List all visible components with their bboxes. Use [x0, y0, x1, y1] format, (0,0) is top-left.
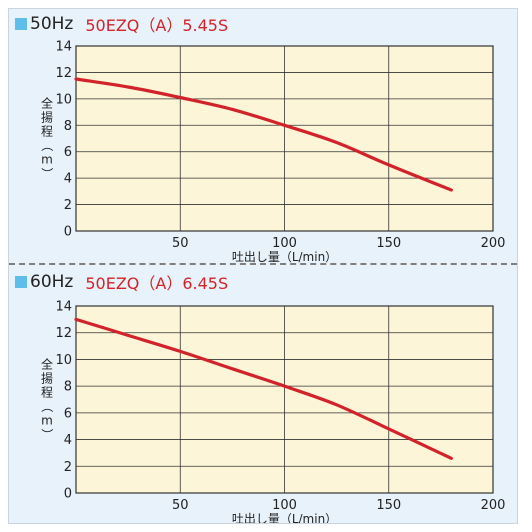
y-tick-label: 8: [64, 380, 72, 395]
y-axis-label-char: 揚: [41, 372, 53, 386]
y-axis-label-char: 程: [41, 385, 53, 400]
model-label: 50EZQ（A）6.45S: [85, 274, 229, 293]
square-marker-icon: [15, 18, 27, 30]
y-tick-label: 6: [64, 145, 72, 160]
y-tick-label: 0: [64, 487, 72, 502]
y-tick-label: 4: [64, 433, 72, 448]
y-axis-label-char: m: [41, 414, 53, 428]
x-tick-label: 200: [481, 498, 506, 513]
y-tick-label: 8: [64, 119, 72, 134]
y-axis-label-char: 程: [41, 124, 53, 139]
square-marker-icon: [15, 276, 27, 288]
x-axis-label: 吐出し量（L/min）: [232, 250, 337, 263]
y-axis-label-char: m: [41, 153, 53, 167]
frequency-label: 60Hz: [30, 272, 74, 292]
panel-60hz: 60Hz 50EZQ（A）6.45S 0 2 4 6 8 10 12 14 50 100 150 20…: [9, 271, 517, 523]
x-tick-label: 150: [376, 236, 401, 251]
y-tick-label: 0: [64, 225, 72, 240]
x-tick-label: 150: [376, 498, 401, 513]
y-axis-label-char: 全: [41, 96, 53, 111]
y-axis-label-char: 揚: [41, 111, 53, 125]
section-divider: [9, 263, 517, 265]
x-tick-label: 100: [272, 498, 297, 513]
y-tick-label: 12: [55, 326, 72, 341]
chart-frame: 50Hz 50EZQ（A）5.45S 0 2 4 6 8 10 12 14 50 100 150 20…: [8, 8, 518, 524]
pump-curve-chart-60hz: 0 2 4 6 8 10 12 14 50 100 150 200 吐出し量（L/min） 全揚程（ m）: [40, 300, 506, 524]
y-tick-label: 14: [55, 300, 72, 315]
y-tick-label: 10: [55, 353, 72, 368]
x-axis-label: 吐出し量（L/min）: [232, 512, 337, 523]
panel-header: 60Hz 50EZQ（A）6.45S: [15, 271, 228, 293]
pump-curve-chart-50hz: 0 2 4 6 8 10 12 14 50 100 150 200 吐出し量（L/min） 全揚程（ m）: [40, 40, 506, 264]
y-tick-label: 12: [55, 66, 72, 81]
y-tick-label: 6: [64, 406, 72, 421]
y-tick-label: 10: [55, 92, 72, 107]
frequency-label: 50Hz: [30, 14, 74, 34]
model-label: 50EZQ（A）5.45S: [85, 16, 229, 35]
x-tick-label: 200: [481, 236, 506, 251]
x-tick-label: 50: [172, 498, 189, 513]
y-tick-label: 14: [55, 40, 72, 55]
x-tick-label: 100: [272, 236, 297, 251]
pump-curve-line: [74, 317, 453, 460]
y-tick-label: 2: [64, 198, 72, 213]
y-tick-label: 2: [64, 460, 72, 475]
y-axis-label-char: ）: [40, 167, 54, 179]
y-axis-label-char: （: [40, 139, 54, 151]
x-tick-label: 50: [172, 236, 189, 251]
y-axis-label-char: 全: [41, 357, 53, 372]
panel-header: 50Hz 50EZQ（A）5.45S: [15, 13, 228, 35]
y-tick-label: 4: [64, 172, 72, 187]
panel-50hz: 50Hz 50EZQ（A）5.45S 0 2 4 6 8 10 12 14 50 100 150 20…: [9, 13, 517, 263]
y-axis-label-char: ）: [40, 428, 54, 440]
pump-curve-line: [74, 77, 453, 192]
y-axis-label-char: （: [40, 400, 54, 412]
